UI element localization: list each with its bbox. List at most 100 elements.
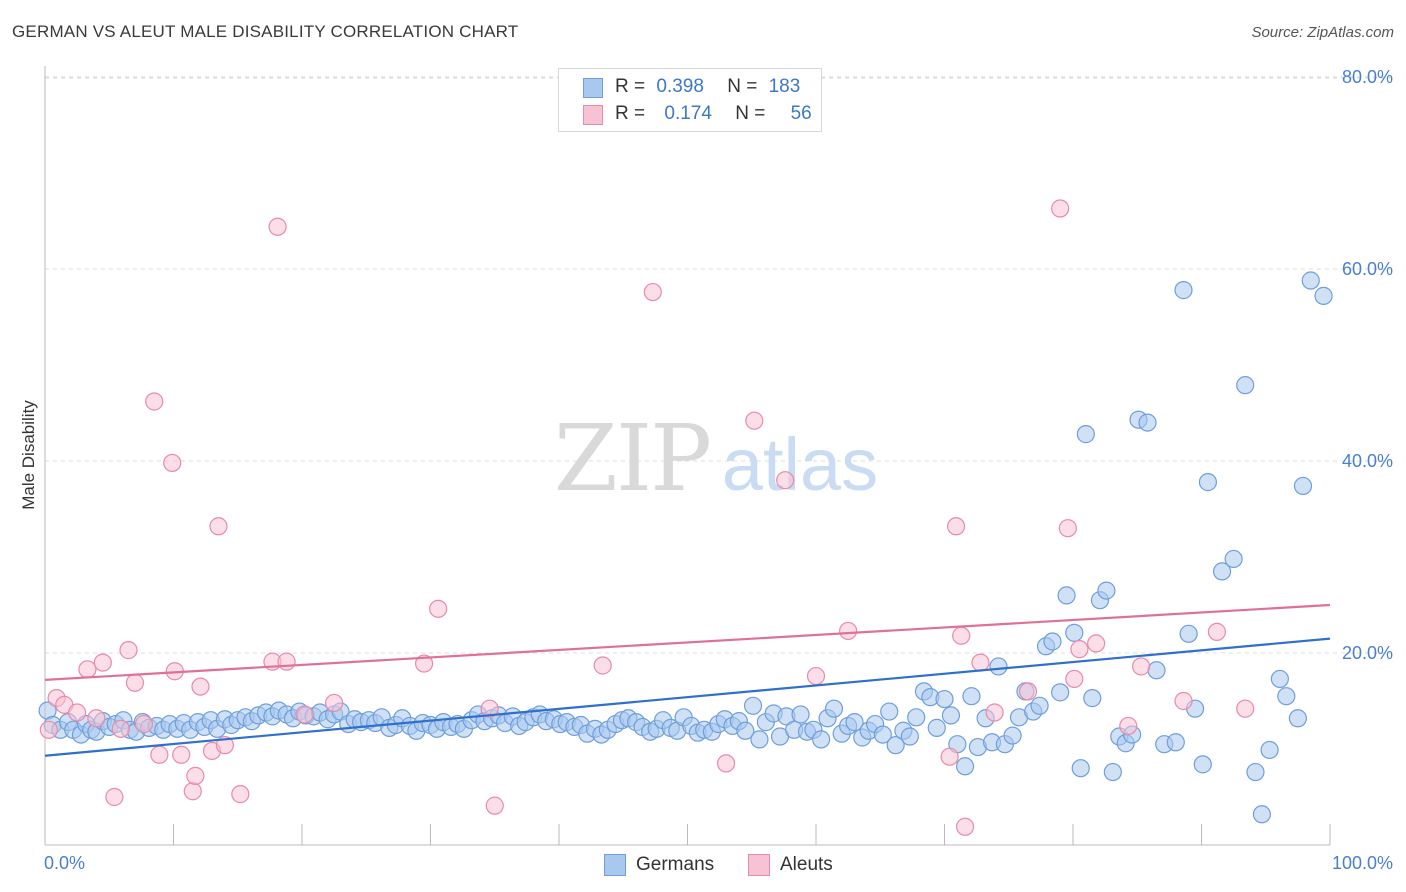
aleut-point [955, 817, 975, 836]
aleut-point [295, 705, 314, 724]
aleut-point [68, 703, 87, 722]
aleut-point [172, 745, 191, 764]
german-point [1212, 562, 1232, 581]
aleut-point [186, 766, 205, 785]
aleut-point [231, 785, 250, 804]
aleut-point [145, 392, 164, 411]
aleut-point [1174, 691, 1193, 711]
aleut-point [39, 720, 58, 739]
y-axis-label: Male Disability [19, 400, 38, 510]
trend-lines [44, 603, 1331, 757]
y-tick-label: 20.0% [1342, 643, 1393, 663]
aleut-point [429, 599, 448, 618]
aleut-point [946, 517, 966, 536]
aleut-point [985, 703, 1004, 722]
german-point [1166, 733, 1185, 752]
aleut-point [1119, 716, 1138, 736]
y-tick-label: 60.0% [1342, 259, 1393, 279]
german-point [1252, 805, 1271, 824]
aleut-point [839, 621, 858, 641]
legend-n-value: 56 [790, 103, 812, 124]
legend-label-germans: Germans [636, 854, 715, 875]
aleut-trend-line [44, 603, 1331, 681]
aleut-point [1065, 669, 1084, 689]
aleut-point [1087, 634, 1106, 653]
german-point [886, 736, 905, 755]
chart-source: Source: ZipAtlas.com [1251, 24, 1394, 41]
aleut-point [940, 747, 959, 766]
aleut-point [593, 656, 612, 675]
aleut-point [1132, 657, 1151, 676]
german-point [900, 727, 919, 746]
aleut-point [78, 660, 97, 679]
aleut-point [105, 787, 124, 807]
legend-r-value: 0.174 [664, 103, 712, 124]
german-point [1314, 286, 1333, 305]
y-tick-label: 40.0% [1342, 451, 1393, 471]
german-point [1083, 689, 1102, 708]
german-point [743, 696, 763, 715]
german-point [1138, 413, 1157, 432]
aleut-point [111, 719, 130, 738]
german-point [824, 699, 844, 718]
aleut-point [215, 736, 234, 755]
aleut-point [277, 652, 296, 671]
german-point [1301, 271, 1320, 290]
legend-r-value: 0.398 [656, 76, 704, 97]
german-point [907, 708, 926, 727]
y-tick-label: 80.0% [1342, 67, 1393, 87]
aleut-point [163, 453, 182, 473]
german-point [1179, 624, 1198, 643]
german-point [941, 706, 961, 725]
legend-swatch-aleuts [748, 854, 770, 876]
series-legend: Germans Aleuts [0, 851, 1406, 879]
aleut-point [125, 673, 145, 692]
aleut-point [952, 626, 971, 645]
german-point [880, 702, 899, 721]
german-point [1097, 581, 1116, 600]
aleut-point [268, 217, 287, 236]
x-tick-label: 100.0% [1332, 853, 1393, 873]
german-point [935, 689, 954, 709]
data-points [38, 199, 1333, 836]
aleut-point [414, 654, 434, 673]
aleut-point [191, 677, 210, 696]
watermark: ZIP atlas [554, 405, 878, 512]
german-point [1003, 726, 1022, 745]
german-point [1277, 687, 1296, 706]
german-point [1293, 476, 1313, 496]
aleut-point [1070, 640, 1089, 659]
chart-title: GERMAN VS ALEUT MALE DISABILITY CORRELAT… [12, 22, 519, 41]
aleut-point [1236, 699, 1255, 718]
svg-text:atlas: atlas [722, 423, 878, 506]
legend-r-label: R = [615, 103, 646, 124]
german-point [1288, 709, 1307, 728]
german-point [1174, 281, 1193, 300]
aleut-point [485, 796, 504, 815]
german-point [1051, 683, 1070, 702]
aleut-point [1058, 519, 1077, 538]
german-point [927, 718, 946, 737]
aleut-point [134, 714, 154, 734]
german-point [1103, 762, 1122, 782]
german-point [873, 725, 892, 744]
german-point [750, 730, 769, 749]
german-point [955, 757, 975, 776]
aleut-point [1051, 199, 1070, 218]
german-point [1071, 759, 1090, 778]
aleut-point [87, 709, 106, 728]
axis-labels: 20.0% 40.0% 60.0% 80.0% 0.0% 100.0% Male Disab… [19, 67, 1393, 873]
aleut-point [776, 471, 795, 490]
legend-r-label: R = [615, 76, 646, 97]
aleut-point [1018, 682, 1038, 701]
german-point [1043, 632, 1062, 651]
aleut-point [480, 699, 499, 718]
aleut-point [1207, 622, 1227, 641]
legend-swatch-germans [604, 854, 626, 876]
stats-legend: R = 0.398 N = 183 R = 0.174 N = 56 [558, 68, 822, 132]
legend-swatch-aleuts [583, 105, 603, 125]
german-point [1198, 473, 1218, 492]
aleut-point [183, 782, 202, 801]
german-point [1065, 623, 1084, 642]
